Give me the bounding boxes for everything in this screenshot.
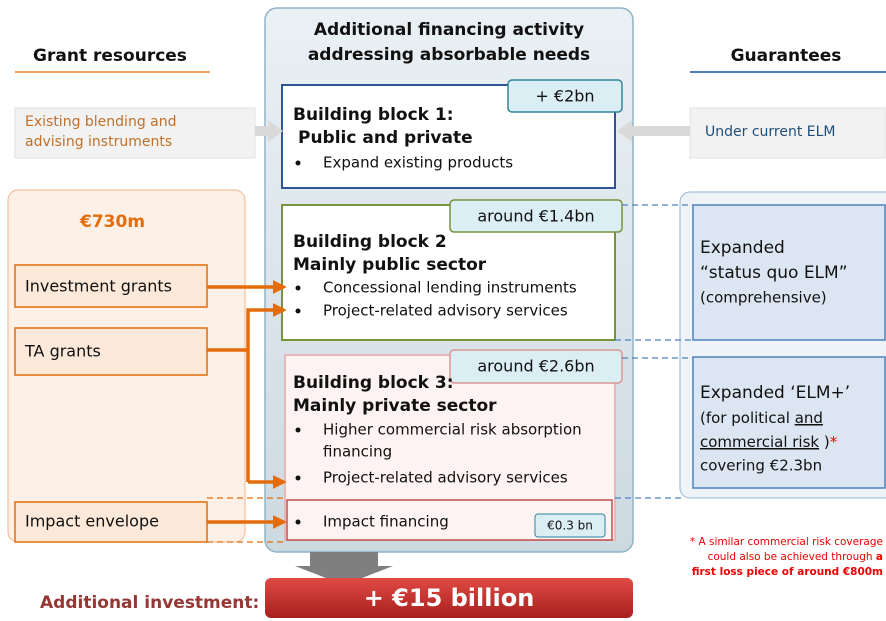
text-part: * [830,433,838,451]
text-part: ) [819,433,830,451]
bullet-text: Concessional lending instruments [323,279,577,297]
bullet [295,519,301,525]
existing-box [14,107,256,159]
block-title: Building block 2 [293,232,447,252]
bullet-text: Expand existing products [323,154,513,172]
bottom-label: Additional investment: [40,593,259,613]
gray-arrow [255,120,283,142]
grant-item-text: Investment grants [25,277,172,296]
block-title: Building block 3: [293,373,454,393]
amount-text: around €2.6bn [477,357,594,376]
bullet [295,160,301,166]
amount-text: + €2bn [535,87,594,106]
bullet-text: financing [323,443,392,461]
amount-tag [534,513,606,538]
center-title: Additional financing activity [314,20,584,40]
grant-amount: €730m [79,212,145,232]
text-part: (for political [700,409,795,427]
bullet-text: Project-related advisory services [323,469,568,487]
amount-text: around €1.4bn [477,207,594,226]
amount-tag [507,79,623,113]
guarantee-text: (comprehensive) [700,289,827,307]
impact-text: Impact financing [323,513,449,531]
block [281,84,616,189]
guarantee-text: (for political and [700,409,823,427]
bullet [295,475,301,481]
current-text: Under current ELM [705,124,836,140]
guarantee-box [692,356,886,489]
grant-item-text: Impact envelope [25,512,159,531]
block-title: Mainly private sector [293,396,497,416]
grant-item [14,264,208,308]
guarantee-text: “status quo ELM” [700,263,848,283]
connectors [615,204,693,499]
bullet [295,308,301,314]
guarantee-text: Expanded [700,238,785,258]
existing-text: Existing blending and [25,114,177,130]
center-title: addressing absorbable needs [308,45,590,65]
bullet-text: Higher commercial risk absorption [323,421,582,439]
connectors [207,497,287,543]
amount-tag [449,349,623,384]
footnote: could also be achieved through a [708,551,883,563]
text-part: could also be achieved through [708,551,876,563]
guarantee-text: Expanded ‘ELM+’ [700,383,850,403]
guarantee-text: covering €2.3bn [700,457,822,475]
text-part: a [876,551,883,563]
grant-title: Grant resources [33,46,187,66]
arrows [207,280,287,529]
bullet-text: Project-related advisory services [323,302,568,320]
block-title: Public and private [298,128,473,148]
amount-text: €0.3 bn [547,519,593,533]
footnote: first loss piece of around €800m [692,566,883,578]
bullet [295,427,301,433]
down-arrow [295,552,393,585]
block-title: Building block 1: [293,105,454,125]
guarantee-text: commercial risk )* [700,433,838,451]
text-part: commercial risk [700,433,819,451]
footnote: * A similar commercial risk coverage [690,536,883,548]
guarantee-box [692,204,886,341]
existing-text: advising instruments [25,134,172,150]
gray-arrow [617,120,690,142]
block-title: Mainly public sector [293,255,487,275]
current-box [689,107,886,159]
bullet [295,285,301,291]
total-text: + €15 billion [364,584,535,612]
text-part: and [795,409,823,427]
amount-tag [449,199,623,233]
grant-item [14,501,208,543]
grant-item-text: TA grants [24,342,101,361]
total-bar [265,578,633,618]
guarantee-title: Guarantees [731,46,842,66]
